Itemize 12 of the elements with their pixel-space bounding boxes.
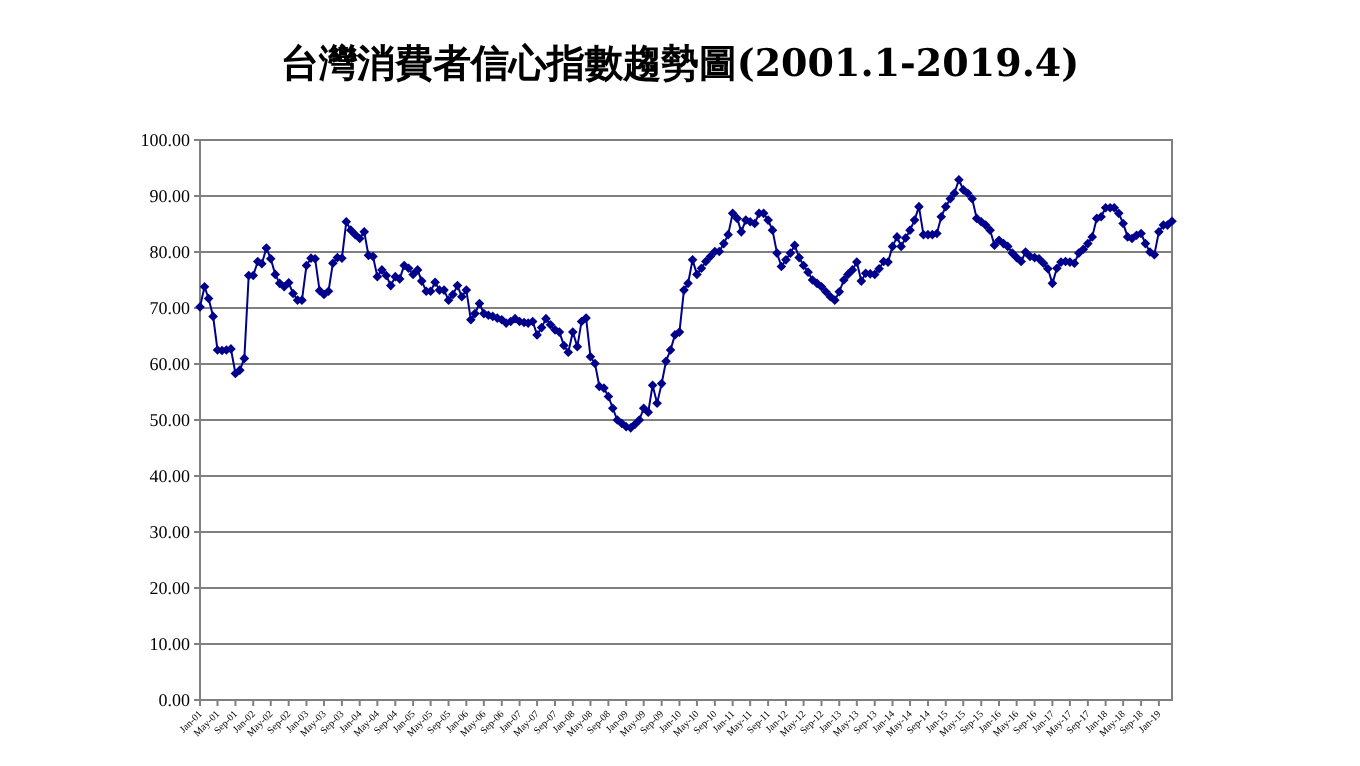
- y-tick-label: 30.00: [149, 522, 191, 543]
- y-tick-label: 10.00: [149, 634, 191, 655]
- y-tick-label: 70.00: [149, 298, 191, 319]
- y-tick-label: 100.00: [140, 130, 191, 151]
- y-tick-label: 40.00: [149, 466, 191, 487]
- y-tick-label: 60.00: [149, 354, 191, 375]
- y-tick-label: 90.00: [149, 186, 191, 207]
- y-tick-label: 80.00: [149, 242, 191, 263]
- y-tick-label: 0.00: [158, 690, 191, 711]
- chart-title: 台灣消費者信心指數趨勢圖(2001.1-2019.4): [280, 42, 1080, 86]
- y-tick-label: 50.00: [149, 410, 191, 431]
- y-tick-label: 20.00: [149, 578, 191, 599]
